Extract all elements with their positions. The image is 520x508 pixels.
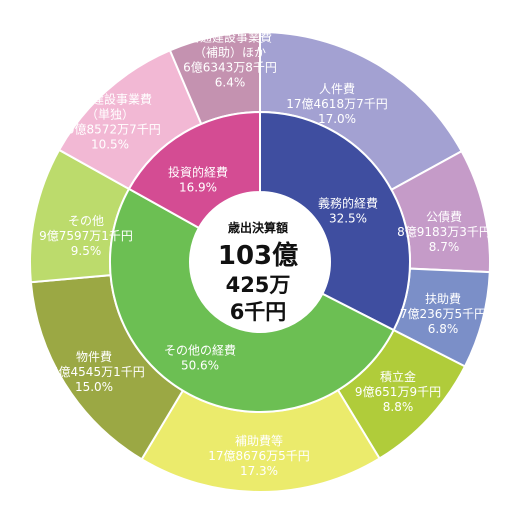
outer-label-5: 物件費 15億4545万1千円 15.0% bbox=[43, 349, 144, 394]
outer-label-8-line: （補助）ほか bbox=[194, 46, 266, 60]
center-caption: 歳出決算額 bbox=[228, 220, 288, 235]
inner-label-0: 義務的経費 32.5% bbox=[318, 196, 378, 226]
outer-label-6: その他 9億7597万1千円 9.5% bbox=[39, 214, 133, 258]
outer-label-0-line: 17.0% bbox=[318, 112, 356, 126]
inner-label-2-line: 投資的経費 bbox=[168, 165, 228, 180]
outer-label-5-line: 15億4545万1千円 bbox=[43, 365, 144, 379]
center-total-line3: 6千円 bbox=[230, 300, 287, 324]
outer-label-1-line: 公債費 bbox=[426, 209, 462, 224]
outer-label-6-line: 9億7597万1千円 bbox=[39, 229, 133, 243]
outer-label-6-line: 9.5% bbox=[71, 244, 102, 258]
outer-label-0-line: 人件費 bbox=[319, 81, 355, 96]
outer-label-8-line: 普通建設事業費 bbox=[188, 30, 272, 45]
outer-label-1: 公債費 8億9183万3千円 8.7% bbox=[397, 209, 491, 254]
inner-ring bbox=[109, 110, 411, 413]
outer-label-6-line: その他 bbox=[68, 214, 104, 228]
outer-label-4: 補助費等 17億8676万5千円 17.3% bbox=[208, 433, 309, 478]
outer-label-2-line: 扶助費 bbox=[425, 291, 461, 306]
outer-label-8-line: 6億6343万8千円 bbox=[183, 61, 277, 75]
center-total: 歳出決算額 103億 425万 6千円 bbox=[218, 220, 298, 324]
inner-label-2: 投資的経費 16.9% bbox=[168, 165, 228, 195]
outer-label-8-line: 6.4% bbox=[215, 76, 246, 90]
outer-label-3-line: 9億651万9千円 bbox=[355, 385, 441, 399]
outer-label-7-line: 10.5% bbox=[91, 138, 129, 152]
outer-label-7-line: 普通建設事業費 bbox=[68, 92, 152, 107]
outer-label-3-line: 積立金 bbox=[380, 369, 416, 384]
outer-label-1-line: 8億9183万3千円 bbox=[397, 225, 491, 239]
outer-label-7: 普通建設事業費（単独） 10億8572万7千円 10.5% bbox=[59, 92, 160, 152]
outer-label-3-line: 8.8% bbox=[383, 400, 414, 414]
inner-label-1-line: 50.6% bbox=[181, 359, 219, 373]
outer-label-2-line: 7億236万5千円 bbox=[400, 307, 486, 321]
outer-label-7-line: 10億8572万7千円 bbox=[59, 123, 160, 137]
center-total-line1: 103億 bbox=[218, 241, 298, 271]
outer-label-4-line: 17.3% bbox=[240, 464, 278, 478]
outer-label-2-line: 6.8% bbox=[428, 322, 459, 336]
inner-label-0-line: 32.5% bbox=[329, 212, 367, 226]
inner-label-2-line: 16.9% bbox=[179, 181, 217, 195]
outer-label-2: 扶助費 7億236万5千円 6.8% bbox=[400, 291, 486, 336]
outer-label-1-line: 8.7% bbox=[429, 240, 460, 254]
inner-label-0-line: 義務的経費 bbox=[318, 196, 378, 211]
center-total-line2: 425万 bbox=[226, 273, 291, 297]
outer-label-8: 普通建設事業費（補助）ほか 6億6343万8千円 6.4% bbox=[183, 30, 277, 90]
outer-label-5-line: 物件費 bbox=[76, 349, 112, 364]
outer-label-4-line: 17億8676万5千円 bbox=[208, 449, 309, 463]
outer-ring bbox=[29, 30, 491, 493]
center-hole bbox=[190, 192, 330, 332]
inner-label-1-line: その他の経費 bbox=[164, 343, 236, 358]
outer-label-5-line: 15.0% bbox=[75, 380, 113, 394]
outer-label-3: 積立金 9億651万9千円 8.8% bbox=[355, 369, 441, 414]
outer-label-0: 人件費 17億4618万7千円 17.0% bbox=[286, 81, 387, 126]
slice-labels: 人件費 17億4618万7千円 17.0% 公債費 8億9183万3千円 8.7% 扶助費 7… bbox=[39, 30, 491, 479]
outer-label-4-line: 補助費等 bbox=[235, 433, 283, 448]
outer-label-7-line: （単独） bbox=[86, 108, 134, 122]
outer-label-0-line: 17億4618万7千円 bbox=[286, 97, 387, 111]
inner-label-1: その他の経費 50.6% bbox=[164, 343, 236, 373]
